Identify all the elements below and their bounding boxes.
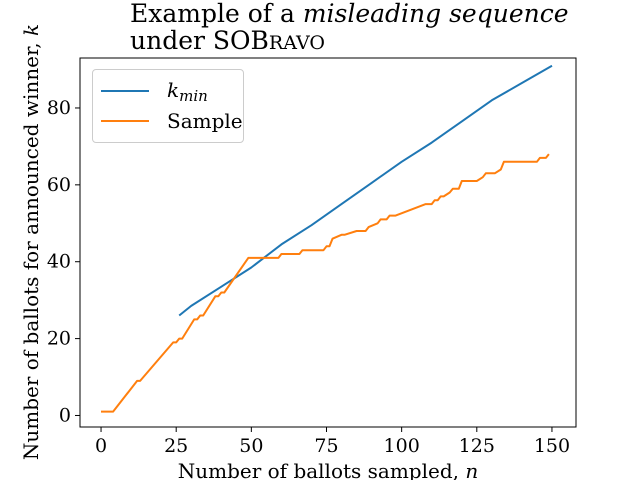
x-tick-label: 50 <box>239 435 263 457</box>
title-smallcaps-rest: RAVO <box>268 32 325 54</box>
plot-lines <box>101 64 553 413</box>
x-tick-label: 125 <box>459 435 495 457</box>
plot-frame <box>79 57 577 428</box>
y-tick-label: 60 <box>47 174 71 196</box>
x-tick-label: 150 <box>534 435 570 457</box>
series-line-kmin <box>178 64 553 317</box>
y-tick-label: 40 <box>47 251 71 273</box>
y-axis-label: Number of ballots for announced winner, … <box>19 24 43 460</box>
title-line-2-prefix: under SO <box>130 26 251 55</box>
x-tick-label: 0 <box>95 435 107 457</box>
title-prefix: Example of a <box>130 0 295 28</box>
y-tick-label: 20 <box>47 328 71 350</box>
x-tick-label: 75 <box>314 435 338 457</box>
title-smallcaps-initial: B <box>250 26 269 55</box>
x-axis-ticks: 0 25 50 75 100 125 150 <box>95 427 570 457</box>
x-tick-label: 25 <box>164 435 188 457</box>
y-tick-label: 0 <box>59 404 71 426</box>
chart-title-line-2: under SOBRAVO <box>130 28 325 56</box>
legend-label-kmin: kmin <box>167 77 208 105</box>
x-axis-label: Number of ballots sampled, n <box>178 459 479 480</box>
legend: kmin Sample <box>92 69 244 143</box>
legend-item-sample: Sample <box>101 108 243 134</box>
legend-swatch-kmin <box>101 90 149 92</box>
series-line-sample <box>101 153 550 413</box>
legend-swatch-sample <box>101 120 149 122</box>
legend-label-sample: Sample <box>167 109 243 133</box>
y-tick-label: 80 <box>47 97 71 119</box>
y-axis-ticks: 0 20 40 60 80 <box>47 97 80 426</box>
x-tick-label: 100 <box>384 435 420 457</box>
chart-title-line-1: Example of a misleading sequence <box>130 1 569 27</box>
title-emphasis: misleading sequence <box>302 0 569 28</box>
legend-item-kmin: kmin <box>101 77 208 105</box>
